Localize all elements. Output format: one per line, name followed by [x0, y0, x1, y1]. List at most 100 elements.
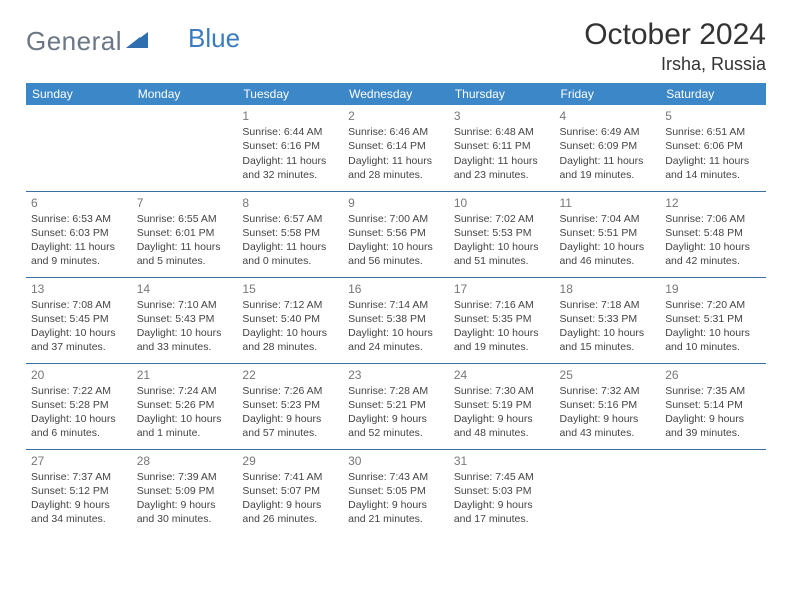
col-friday: Friday — [555, 83, 661, 105]
day-number: 27 — [31, 453, 127, 469]
sunset-line: Sunset: 5:09 PM — [137, 484, 233, 498]
daylight-line: and 33 minutes. — [137, 340, 233, 354]
daylight-line: and 39 minutes. — [665, 426, 761, 440]
day-number: 19 — [665, 281, 761, 297]
day-number: 16 — [348, 281, 444, 297]
calendar-cell: 16Sunrise: 7:14 AMSunset: 5:38 PMDayligh… — [343, 277, 449, 363]
calendar-cell: 6Sunrise: 6:53 AMSunset: 6:03 PMDaylight… — [26, 191, 132, 277]
sunrise-line: Sunrise: 7:22 AM — [31, 384, 127, 398]
sunrise-line: Sunrise: 7:08 AM — [31, 298, 127, 312]
sunrise-line: Sunrise: 7:39 AM — [137, 470, 233, 484]
sunset-line: Sunset: 5:40 PM — [242, 312, 338, 326]
brand-logo: General Blue — [26, 18, 240, 57]
calendar-cell: 4Sunrise: 6:49 AMSunset: 6:09 PMDaylight… — [555, 105, 661, 191]
sunrise-line: Sunrise: 7:18 AM — [560, 298, 656, 312]
calendar-table: Sunday Monday Tuesday Wednesday Thursday… — [26, 83, 766, 535]
calendar-cell — [555, 449, 661, 535]
daylight-line: and 15 minutes. — [560, 340, 656, 354]
header: General Blue October 2024 Irsha, Russia — [26, 18, 766, 75]
col-tuesday: Tuesday — [237, 83, 343, 105]
day-number: 1 — [242, 108, 338, 124]
calendar-cell: 13Sunrise: 7:08 AMSunset: 5:45 PMDayligh… — [26, 277, 132, 363]
daylight-line: and 34 minutes. — [31, 512, 127, 526]
calendar-cell: 17Sunrise: 7:16 AMSunset: 5:35 PMDayligh… — [449, 277, 555, 363]
sunset-line: Sunset: 5:35 PM — [454, 312, 550, 326]
sunrise-line: Sunrise: 7:02 AM — [454, 212, 550, 226]
calendar-row: 13Sunrise: 7:08 AMSunset: 5:45 PMDayligh… — [26, 277, 766, 363]
calendar-cell — [132, 105, 238, 191]
daylight-line: Daylight: 11 hours — [137, 240, 233, 254]
daylight-line: and 46 minutes. — [560, 254, 656, 268]
day-number: 8 — [242, 195, 338, 211]
calendar-cell: 12Sunrise: 7:06 AMSunset: 5:48 PMDayligh… — [660, 191, 766, 277]
daylight-line: Daylight: 10 hours — [348, 240, 444, 254]
daylight-line: Daylight: 11 hours — [31, 240, 127, 254]
sunrise-line: Sunrise: 6:51 AM — [665, 125, 761, 139]
sunset-line: Sunset: 5:58 PM — [242, 226, 338, 240]
calendar-cell: 26Sunrise: 7:35 AMSunset: 5:14 PMDayligh… — [660, 363, 766, 449]
daylight-line: Daylight: 10 hours — [137, 412, 233, 426]
daylight-line: and 32 minutes. — [242, 168, 338, 182]
sunset-line: Sunset: 5:31 PM — [665, 312, 761, 326]
daylight-line: and 0 minutes. — [242, 254, 338, 268]
day-number: 30 — [348, 453, 444, 469]
calendar-cell: 29Sunrise: 7:41 AMSunset: 5:07 PMDayligh… — [237, 449, 343, 535]
daylight-line: and 43 minutes. — [560, 426, 656, 440]
day-number: 21 — [137, 367, 233, 383]
daylight-line: Daylight: 10 hours — [31, 412, 127, 426]
sunrise-line: Sunrise: 7:16 AM — [454, 298, 550, 312]
daylight-line: and 21 minutes. — [348, 512, 444, 526]
daylight-line: Daylight: 10 hours — [31, 326, 127, 340]
daylight-line: and 1 minute. — [137, 426, 233, 440]
daylight-line: and 19 minutes. — [560, 168, 656, 182]
daylight-line: Daylight: 11 hours — [242, 240, 338, 254]
sunrise-line: Sunrise: 7:26 AM — [242, 384, 338, 398]
sunset-line: Sunset: 5:21 PM — [348, 398, 444, 412]
sunset-line: Sunset: 5:12 PM — [31, 484, 127, 498]
day-number: 29 — [242, 453, 338, 469]
daylight-line: and 5 minutes. — [137, 254, 233, 268]
daylight-line: Daylight: 10 hours — [665, 326, 761, 340]
daylight-line: and 28 minutes. — [242, 340, 338, 354]
daylight-line: Daylight: 10 hours — [454, 326, 550, 340]
location-label: Irsha, Russia — [584, 54, 766, 75]
calendar-cell: 7Sunrise: 6:55 AMSunset: 6:01 PMDaylight… — [132, 191, 238, 277]
day-number: 4 — [560, 108, 656, 124]
day-number: 11 — [560, 195, 656, 211]
calendar-cell: 2Sunrise: 6:46 AMSunset: 6:14 PMDaylight… — [343, 105, 449, 191]
day-number: 26 — [665, 367, 761, 383]
daylight-line: and 26 minutes. — [242, 512, 338, 526]
day-number: 17 — [454, 281, 550, 297]
sunrise-line: Sunrise: 7:45 AM — [454, 470, 550, 484]
daylight-line: Daylight: 9 hours — [560, 412, 656, 426]
daylight-line: Daylight: 10 hours — [560, 240, 656, 254]
daylight-line: Daylight: 10 hours — [665, 240, 761, 254]
sunset-line: Sunset: 5:05 PM — [348, 484, 444, 498]
day-number: 2 — [348, 108, 444, 124]
daylight-line: Daylight: 9 hours — [454, 412, 550, 426]
sunrise-line: Sunrise: 7:35 AM — [665, 384, 761, 398]
brand-part1: General — [26, 26, 122, 57]
sunset-line: Sunset: 5:56 PM — [348, 226, 444, 240]
sunset-line: Sunset: 5:53 PM — [454, 226, 550, 240]
col-sunday: Sunday — [26, 83, 132, 105]
sunset-line: Sunset: 5:33 PM — [560, 312, 656, 326]
col-monday: Monday — [132, 83, 238, 105]
day-number: 22 — [242, 367, 338, 383]
calendar-cell — [660, 449, 766, 535]
day-number: 25 — [560, 367, 656, 383]
daylight-line: and 10 minutes. — [665, 340, 761, 354]
calendar-row: 20Sunrise: 7:22 AMSunset: 5:28 PMDayligh… — [26, 363, 766, 449]
sunset-line: Sunset: 5:38 PM — [348, 312, 444, 326]
sunrise-line: Sunrise: 7:28 AM — [348, 384, 444, 398]
daylight-line: and 19 minutes. — [454, 340, 550, 354]
daylight-line: and 24 minutes. — [348, 340, 444, 354]
sunrise-line: Sunrise: 7:32 AM — [560, 384, 656, 398]
sunset-line: Sunset: 5:28 PM — [31, 398, 127, 412]
calendar-cell: 14Sunrise: 7:10 AMSunset: 5:43 PMDayligh… — [132, 277, 238, 363]
sunrise-line: Sunrise: 6:55 AM — [137, 212, 233, 226]
sunset-line: Sunset: 5:16 PM — [560, 398, 656, 412]
day-number: 13 — [31, 281, 127, 297]
day-number: 23 — [348, 367, 444, 383]
sunrise-line: Sunrise: 7:14 AM — [348, 298, 444, 312]
